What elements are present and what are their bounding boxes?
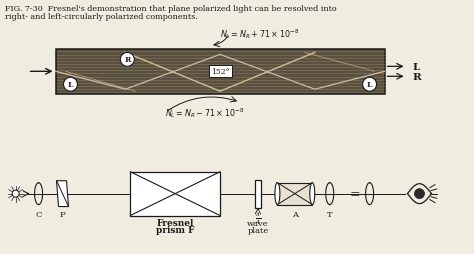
Text: R: R (412, 72, 421, 82)
Ellipse shape (275, 183, 280, 205)
Text: Fresnel: Fresnel (156, 218, 194, 227)
Circle shape (120, 53, 134, 67)
Text: $N_L = N_R + 71 \times 10^{-8}$: $N_L = N_R + 71 \times 10^{-8}$ (220, 27, 300, 41)
Text: L: L (367, 81, 372, 89)
Text: right- and left-circularly polarized components.: right- and left-circularly polarized com… (5, 13, 198, 21)
Text: prism F: prism F (156, 226, 194, 234)
Circle shape (12, 190, 19, 197)
Ellipse shape (310, 183, 315, 205)
Text: FIG. 7-30  Fresnel's demonstration that plane polarized light can be resolved in: FIG. 7-30 Fresnel's demonstration that p… (5, 5, 337, 13)
Text: T: T (327, 210, 333, 218)
Text: wave: wave (247, 220, 269, 228)
Text: $N_L = N_R - 71 \times 10^{-8}$: $N_L = N_R - 71 \times 10^{-8}$ (165, 106, 245, 120)
Text: =: = (349, 187, 360, 200)
Text: L: L (68, 81, 73, 89)
Bar (130, 172, 220, 216)
FancyBboxPatch shape (209, 66, 231, 78)
Text: P: P (60, 210, 65, 218)
Circle shape (64, 78, 77, 92)
Text: R: R (124, 56, 130, 64)
Bar (277, 183, 312, 205)
Polygon shape (56, 181, 69, 207)
Text: 152°: 152° (211, 68, 229, 76)
Circle shape (363, 78, 376, 92)
Text: C: C (36, 210, 42, 218)
Text: plate: plate (247, 227, 269, 234)
Circle shape (414, 189, 424, 199)
Text: $\frac{\lambda}{4}$: $\frac{\lambda}{4}$ (255, 210, 261, 226)
Text: L: L (412, 62, 420, 72)
Bar (55, 50, 384, 95)
Text: A: A (292, 210, 298, 218)
Bar (255, 180, 261, 208)
